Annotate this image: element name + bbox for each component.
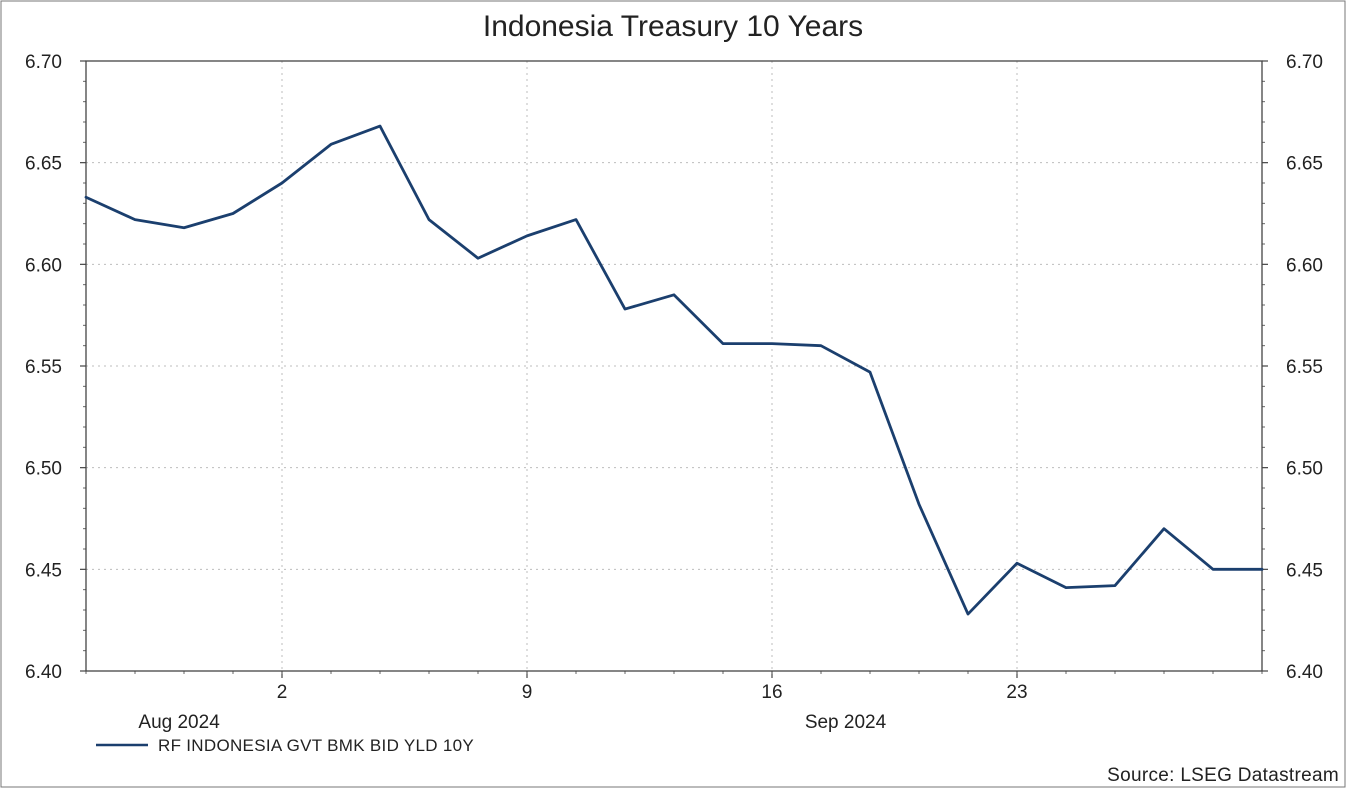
y-tick-label-right: 6.55 bbox=[1286, 357, 1323, 378]
series-line bbox=[84, 124, 1264, 616]
y-axis-right-ticks: 6.40 6.45 6.50 6.55 6.60 6.65 6.70 bbox=[1286, 52, 1323, 683]
y-tick-label-left: 6.65 bbox=[25, 154, 62, 175]
y-tick-label-left: 6.40 bbox=[25, 662, 62, 683]
x-tick-label: 23 bbox=[1006, 682, 1027, 703]
series-layer bbox=[84, 124, 1264, 616]
source-note: Source: LSEG Datastream bbox=[1107, 765, 1339, 786]
x-tick-label: 2 bbox=[277, 682, 288, 703]
x-month-label: Sep 2024 bbox=[805, 712, 887, 733]
y-tick-label-left: 6.45 bbox=[25, 560, 62, 581]
x-tick-label: 9 bbox=[522, 682, 533, 703]
y-tick-label-right: 6.40 bbox=[1286, 662, 1323, 683]
legend: RF INDONESIA GVT BMK BID YLD 10Y bbox=[96, 736, 474, 755]
plot-area-border bbox=[85, 60, 1263, 672]
legend-label: RF INDONESIA GVT BMK BID YLD 10Y bbox=[158, 736, 474, 755]
y-tick-label-left: 6.70 bbox=[25, 52, 62, 73]
y-tick-label-left: 6.60 bbox=[25, 255, 62, 276]
y-tick-label-right: 6.60 bbox=[1286, 255, 1323, 276]
y-tick-label-left: 6.55 bbox=[25, 357, 62, 378]
y-tick-label-right: 6.45 bbox=[1286, 560, 1323, 581]
y-axis-left-ticks: 6.40 6.45 6.50 6.55 6.60 6.65 6.70 bbox=[25, 52, 62, 683]
x-axis-ticks: 2 9 16 23 Aug 2024 Sep 2024 bbox=[138, 682, 1027, 733]
chart-title: Indonesia Treasury 10 Years bbox=[483, 10, 863, 43]
axes bbox=[80, 60, 1268, 678]
y-tick-label-right: 6.65 bbox=[1286, 154, 1323, 175]
x-month-label: Aug 2024 bbox=[138, 712, 220, 733]
grid-lines bbox=[86, 61, 1262, 671]
x-tick-label: 16 bbox=[761, 682, 782, 703]
y-tick-label-right: 6.70 bbox=[1286, 52, 1323, 73]
y-tick-label-left: 6.50 bbox=[25, 459, 62, 480]
y-tick-label-right: 6.50 bbox=[1286, 459, 1323, 480]
